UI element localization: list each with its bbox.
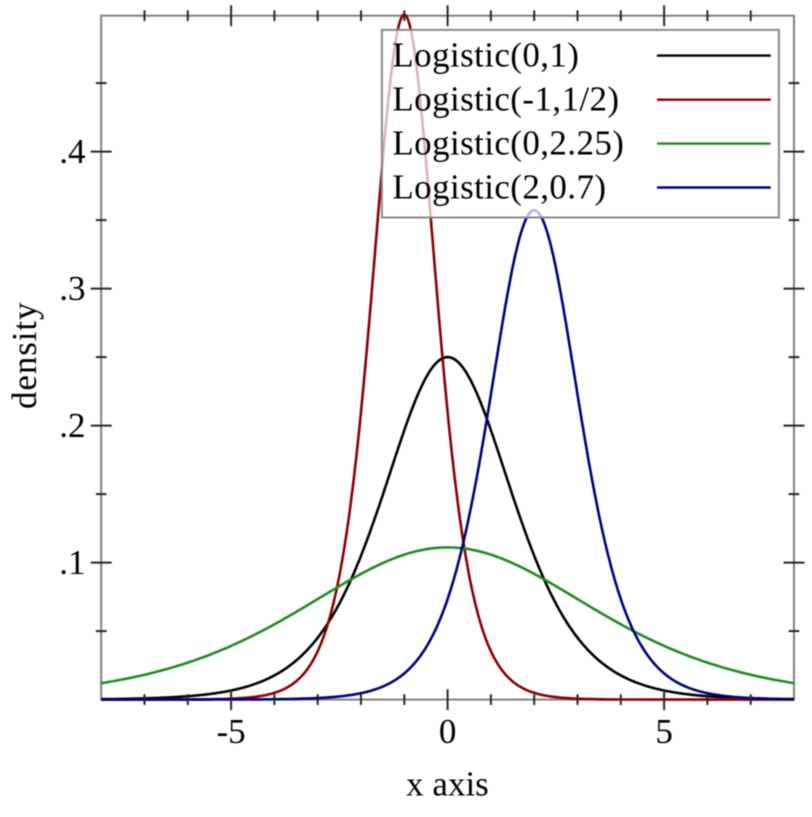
svg-text:Logistic(0,1): Logistic(0,1) [392,36,579,75]
svg-text:x axis: x axis [406,765,489,804]
svg-text:.2: .2 [59,406,85,445]
svg-text:density: density [5,302,44,409]
svg-text:.1: .1 [59,543,85,582]
svg-text:.4: .4 [59,132,85,171]
svg-text:Logistic(0,2.25): Logistic(0,2.25) [392,124,624,163]
svg-text:Logistic(2,0.7): Logistic(2,0.7) [392,167,606,206]
svg-text:.3: .3 [59,269,85,308]
svg-text:0: 0 [439,712,457,751]
svg-text:-5: -5 [217,712,246,751]
svg-text:Logistic(-1,1/2): Logistic(-1,1/2) [392,80,619,119]
svg-text:5: 5 [655,712,673,751]
